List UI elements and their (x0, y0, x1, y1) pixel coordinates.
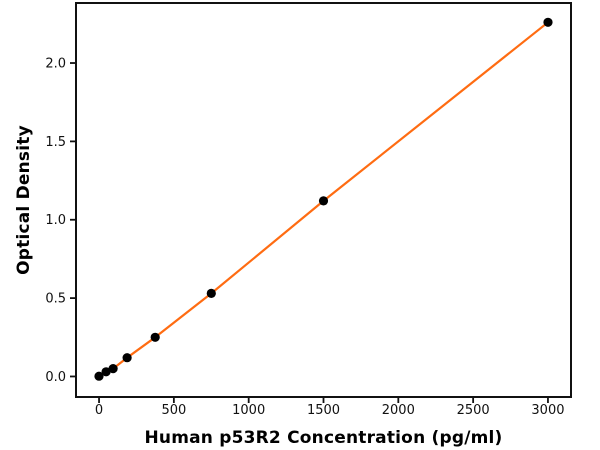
y-axis-title: Optical Density (14, 125, 34, 275)
data-point-marker (206, 288, 216, 298)
y-tick-label: 0.5 (45, 292, 66, 307)
data-point-marker (543, 17, 553, 27)
x-tick-label: 500 (161, 403, 186, 418)
x-tick-label: 2500 (457, 403, 490, 418)
data-point-marker (108, 364, 118, 374)
y-tick-label: 2.0 (45, 57, 66, 72)
y-tick-label: 1.5 (45, 135, 66, 150)
plot-frame (75, 2, 572, 398)
x-tick-label: 2000 (382, 403, 415, 418)
data-point-marker (318, 196, 329, 206)
x-axis-title: Human p53R2 Concentration (pg/ml) (144, 428, 503, 448)
data-point-marker (101, 367, 111, 377)
x-tick-label: 1000 (232, 403, 265, 418)
y-tick-label: 1.0 (45, 213, 66, 228)
x-tick-label: 1500 (307, 403, 340, 418)
x-tick-label: 0 (95, 403, 103, 418)
x-tick-label: 3000 (531, 403, 564, 418)
data-point-marker (150, 332, 160, 342)
data-point-marker (94, 371, 104, 381)
data-point-marker (122, 353, 132, 363)
y-tick-label: 0.0 (45, 370, 66, 385)
